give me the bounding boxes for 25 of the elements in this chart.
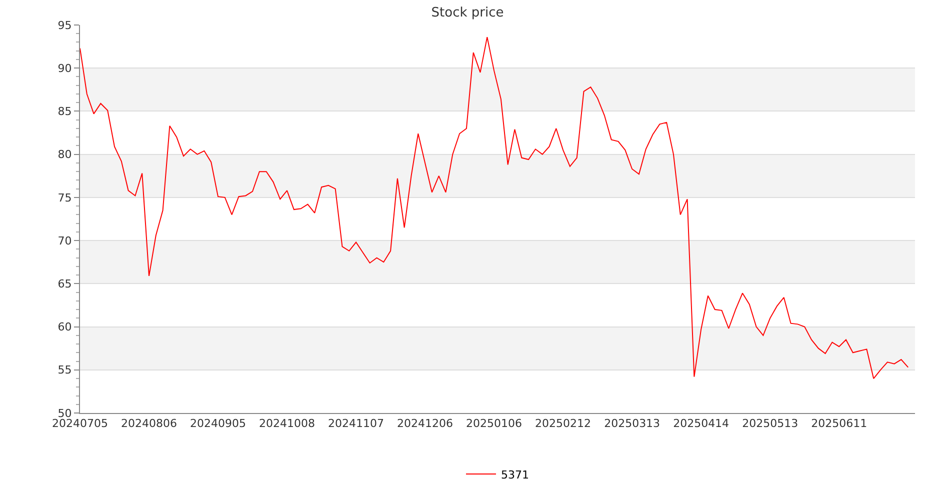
x-tick-label: 20250106 (466, 417, 522, 430)
y-tick-label: 65 (58, 278, 72, 291)
x-tick-label: 20240905 (190, 417, 246, 430)
y-tick-label: 60 (58, 320, 72, 334)
chart-title: Stock price (431, 6, 504, 21)
x-tick-label: 20241206 (397, 417, 454, 430)
x-tick-label: 20241107 (328, 417, 384, 430)
legend-label: 5371 (501, 468, 529, 482)
y-tick-label: 90 (58, 62, 72, 75)
x-tick-label: 20240806 (121, 417, 178, 430)
line-series (80, 36, 909, 380)
y-tick-label: 75 (58, 191, 72, 204)
y-tick-label: 50 (58, 406, 72, 420)
x-tick-label: 20250212 (535, 417, 592, 430)
x-tick-label: 20241008 (259, 417, 316, 430)
y-tick-label: 70 (58, 234, 72, 248)
x-tick-label: 20250611 (811, 417, 868, 430)
x-tick-label: 20240705 (52, 417, 108, 430)
x-tick-label: 20250414 (673, 417, 730, 430)
y-tick-label: 85 (58, 105, 72, 118)
y-tick-label: 55 (58, 364, 72, 377)
y-tick-label: 95 (58, 18, 72, 32)
x-tick-label: 20250313 (604, 417, 660, 430)
y-tick-label: 80 (58, 148, 72, 162)
x-tick-label: 20250513 (742, 417, 798, 430)
